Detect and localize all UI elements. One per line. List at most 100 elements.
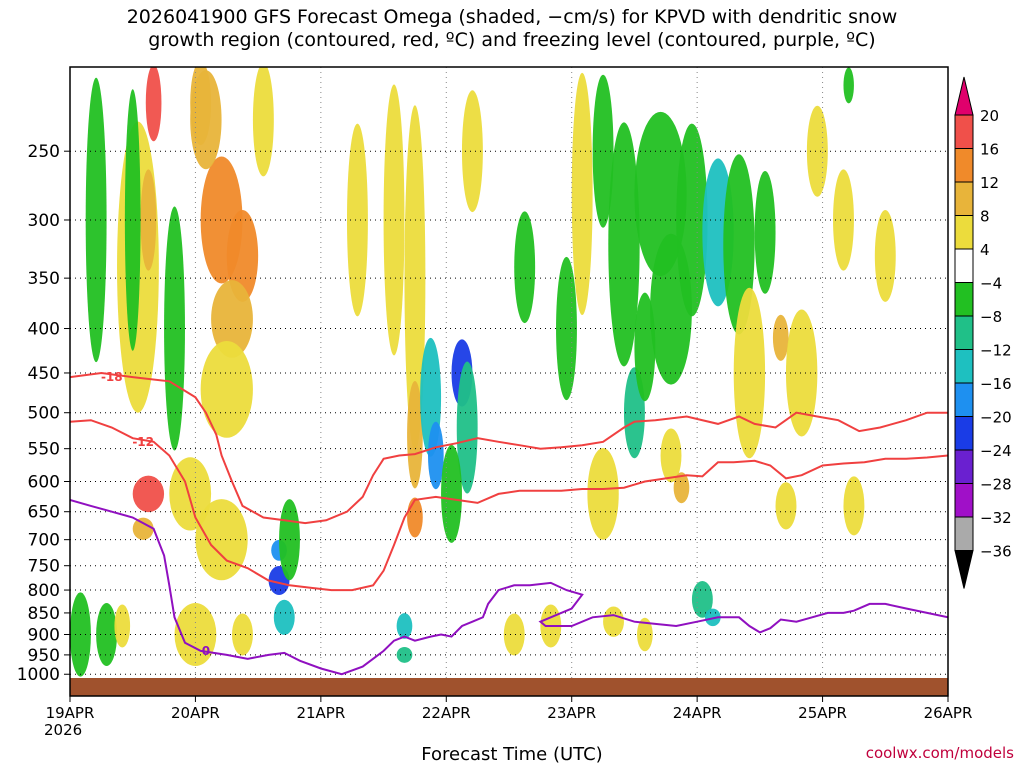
omega-shade-cell	[754, 170, 776, 294]
colorbar-bin	[954, 148, 974, 183]
y-tick-label: 650	[28, 503, 60, 523]
colorbar-label: 16	[980, 141, 999, 159]
colorbar-label: 8	[980, 208, 990, 226]
omega-shade-cell	[843, 67, 854, 104]
colorbar-label: −24	[980, 442, 1012, 460]
x-tick-label: 19APR	[46, 704, 95, 722]
omega-shade-cell	[407, 380, 423, 489]
omega-shade-cell	[673, 472, 690, 504]
colorbar-label: −8	[980, 308, 1002, 326]
x-tick-label: 24APR	[673, 704, 722, 722]
y-tick-label: 300	[28, 211, 60, 231]
contour-lines: -18 -12 0	[70, 370, 948, 676]
colorbar-label: −4	[980, 275, 1002, 293]
chart-title: 2026041900 GFS Forecast Omega (shaded, −…	[0, 6, 1024, 52]
omega-shade-cell	[114, 604, 131, 648]
x-tick-label: 20APR	[171, 704, 220, 722]
y-tick-label: 550	[28, 440, 60, 460]
y-tick-label: 250	[28, 142, 60, 162]
omega-shade-cell	[733, 287, 766, 459]
credit-text: coolwx.com/models	[865, 744, 1014, 762]
y-axis: 2503003504004505005506006507007508008509…	[17, 142, 70, 685]
omega-shade-cell	[140, 169, 157, 271]
contour-label: 0	[202, 644, 210, 658]
omega-shade-cell	[571, 72, 593, 316]
y-tick-label: 1000	[17, 665, 60, 685]
contour-line	[70, 371, 948, 525]
omega-shade-cell	[461, 90, 483, 213]
x-tick-label: 22APR	[422, 704, 471, 722]
colorbar-label: 12	[980, 174, 999, 192]
omega-shade-cell	[660, 428, 682, 483]
omega-shade-cell	[226, 209, 259, 302]
omega-shade-cell	[211, 280, 253, 358]
colorbar-bin	[954, 516, 974, 551]
omega-shade-cell	[514, 211, 536, 324]
omega-shade-cell	[132, 475, 165, 513]
omega-shade-cell	[407, 497, 423, 538]
colorbar-bin	[954, 382, 974, 417]
colorbar-label: 20	[980, 107, 999, 125]
colorbar-bin	[954, 215, 974, 250]
colorbar-label: −28	[980, 476, 1012, 494]
omega-shade-cell	[200, 340, 253, 438]
omega-shade-cell	[164, 206, 185, 451]
omega-shade-cell	[427, 421, 444, 490]
y-tick-label: 750	[28, 557, 60, 577]
x-tick-label: 23APR	[547, 704, 596, 722]
omega-shade-cell	[704, 608, 721, 627]
omega-shade-cell	[775, 482, 797, 530]
omega-shade-cell	[346, 123, 368, 317]
omega-shade-cell	[503, 613, 525, 656]
contour-label: -18	[101, 370, 123, 384]
colorbar-bin	[954, 416, 974, 451]
omega-shading	[70, 67, 896, 677]
colorbar-bin	[954, 248, 974, 283]
colorbar-label: −32	[980, 509, 1012, 527]
colorbar-label: −16	[980, 375, 1012, 393]
contour-label: -12	[132, 435, 154, 449]
omega-shade-cell	[556, 256, 577, 401]
y-tick-label: 950	[28, 646, 60, 666]
colorbar-bin	[954, 449, 974, 484]
y-tick-label: 850	[28, 604, 60, 624]
omega-shade-cell	[634, 292, 656, 402]
x-axis-title: Forecast Time (UTC)	[421, 744, 603, 765]
y-tick-label: 700	[28, 531, 60, 551]
omega-shade-cell	[587, 448, 619, 540]
chart-title-line1: 2026041900 GFS Forecast Omega (shaded, −…	[126, 6, 898, 28]
colorbar-bin	[954, 114, 974, 149]
colorbar-label: −20	[980, 409, 1012, 427]
omega-shade-cell	[279, 499, 300, 581]
y-tick-label: 500	[28, 404, 60, 424]
omega-shade-cell	[806, 105, 828, 197]
x-axis-year-label: 2026	[44, 721, 83, 739]
y-tick-label: 450	[28, 364, 60, 384]
omega-shade-cell	[273, 599, 295, 635]
omega-shade-cell	[124, 89, 141, 351]
omega-shade-cell	[132, 517, 154, 540]
x-tick-label: 26APR	[924, 704, 973, 722]
omega-shade-cell	[691, 580, 713, 618]
x-tick-label: 21APR	[296, 704, 345, 722]
omega-shade-cell	[404, 105, 426, 452]
omega-shade-cell	[383, 84, 405, 356]
omega-shade-cell	[833, 169, 854, 271]
contour-line	[70, 419, 948, 592]
omega-shade-cell	[637, 617, 653, 652]
y-tick-label: 900	[28, 625, 60, 645]
omega-shade-cell	[676, 123, 708, 317]
colorbar-bin	[954, 349, 974, 384]
y-tick-label: 350	[28, 269, 60, 289]
y-tick-label: 800	[28, 581, 60, 601]
omega-shade-cell	[85, 77, 107, 363]
colorbar-bin	[954, 181, 974, 216]
omega-shade-cell	[603, 606, 624, 637]
y-tick-label: 400	[28, 320, 60, 340]
omega-shade-cell	[843, 476, 865, 536]
omega-shade-cell	[96, 602, 118, 667]
x-tick-label: 25APR	[798, 704, 847, 722]
x-axis: 19APR 20APR 21APR 22APR 23APR 24APR 25APR 26APR	[46, 696, 973, 722]
omega-shade-cell	[772, 314, 789, 361]
